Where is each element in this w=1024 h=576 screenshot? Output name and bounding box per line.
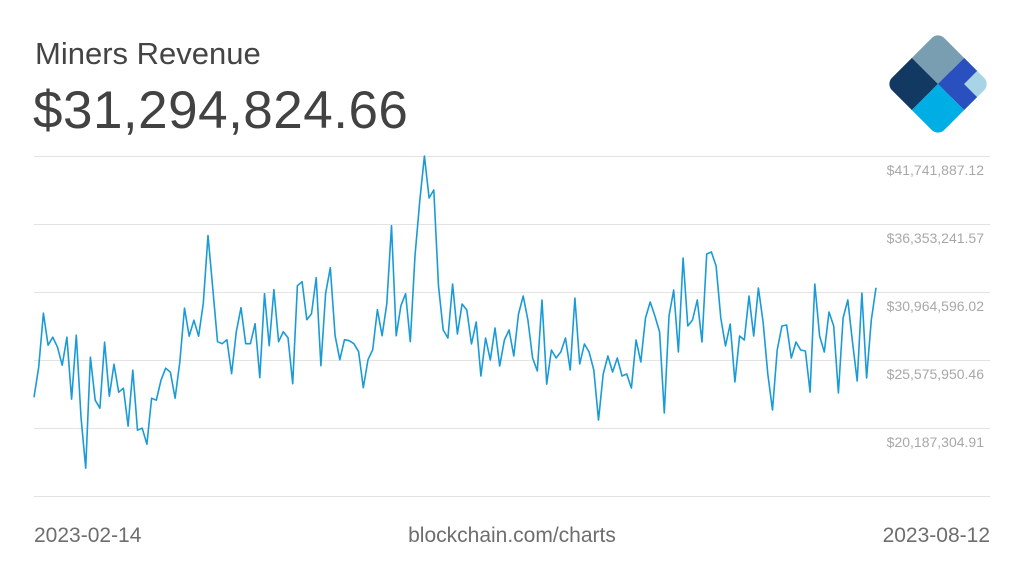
y-axis-label: $36,353,241.57 bbox=[886, 230, 984, 246]
start-date-label: 2023-02-14 bbox=[34, 524, 142, 547]
y-axis-label: $30,964,596.02 bbox=[886, 298, 984, 314]
chart-title: Miners Revenue bbox=[35, 36, 261, 71]
gridlines bbox=[34, 156, 990, 497]
end-date-label: 2023-08-12 bbox=[882, 524, 990, 547]
current-value: $31,294,824.66 bbox=[33, 81, 409, 140]
source-link[interactable]: blockchain.com/charts bbox=[408, 524, 616, 547]
revenue-line bbox=[33, 155, 877, 469]
y-axis-label: $25,575,950.46 bbox=[886, 366, 984, 382]
y-axis-label: $41,741,887.12 bbox=[886, 162, 984, 178]
y-axis-label: $20,187,304.91 bbox=[886, 434, 984, 450]
blockchain-logo-icon bbox=[885, 31, 991, 137]
